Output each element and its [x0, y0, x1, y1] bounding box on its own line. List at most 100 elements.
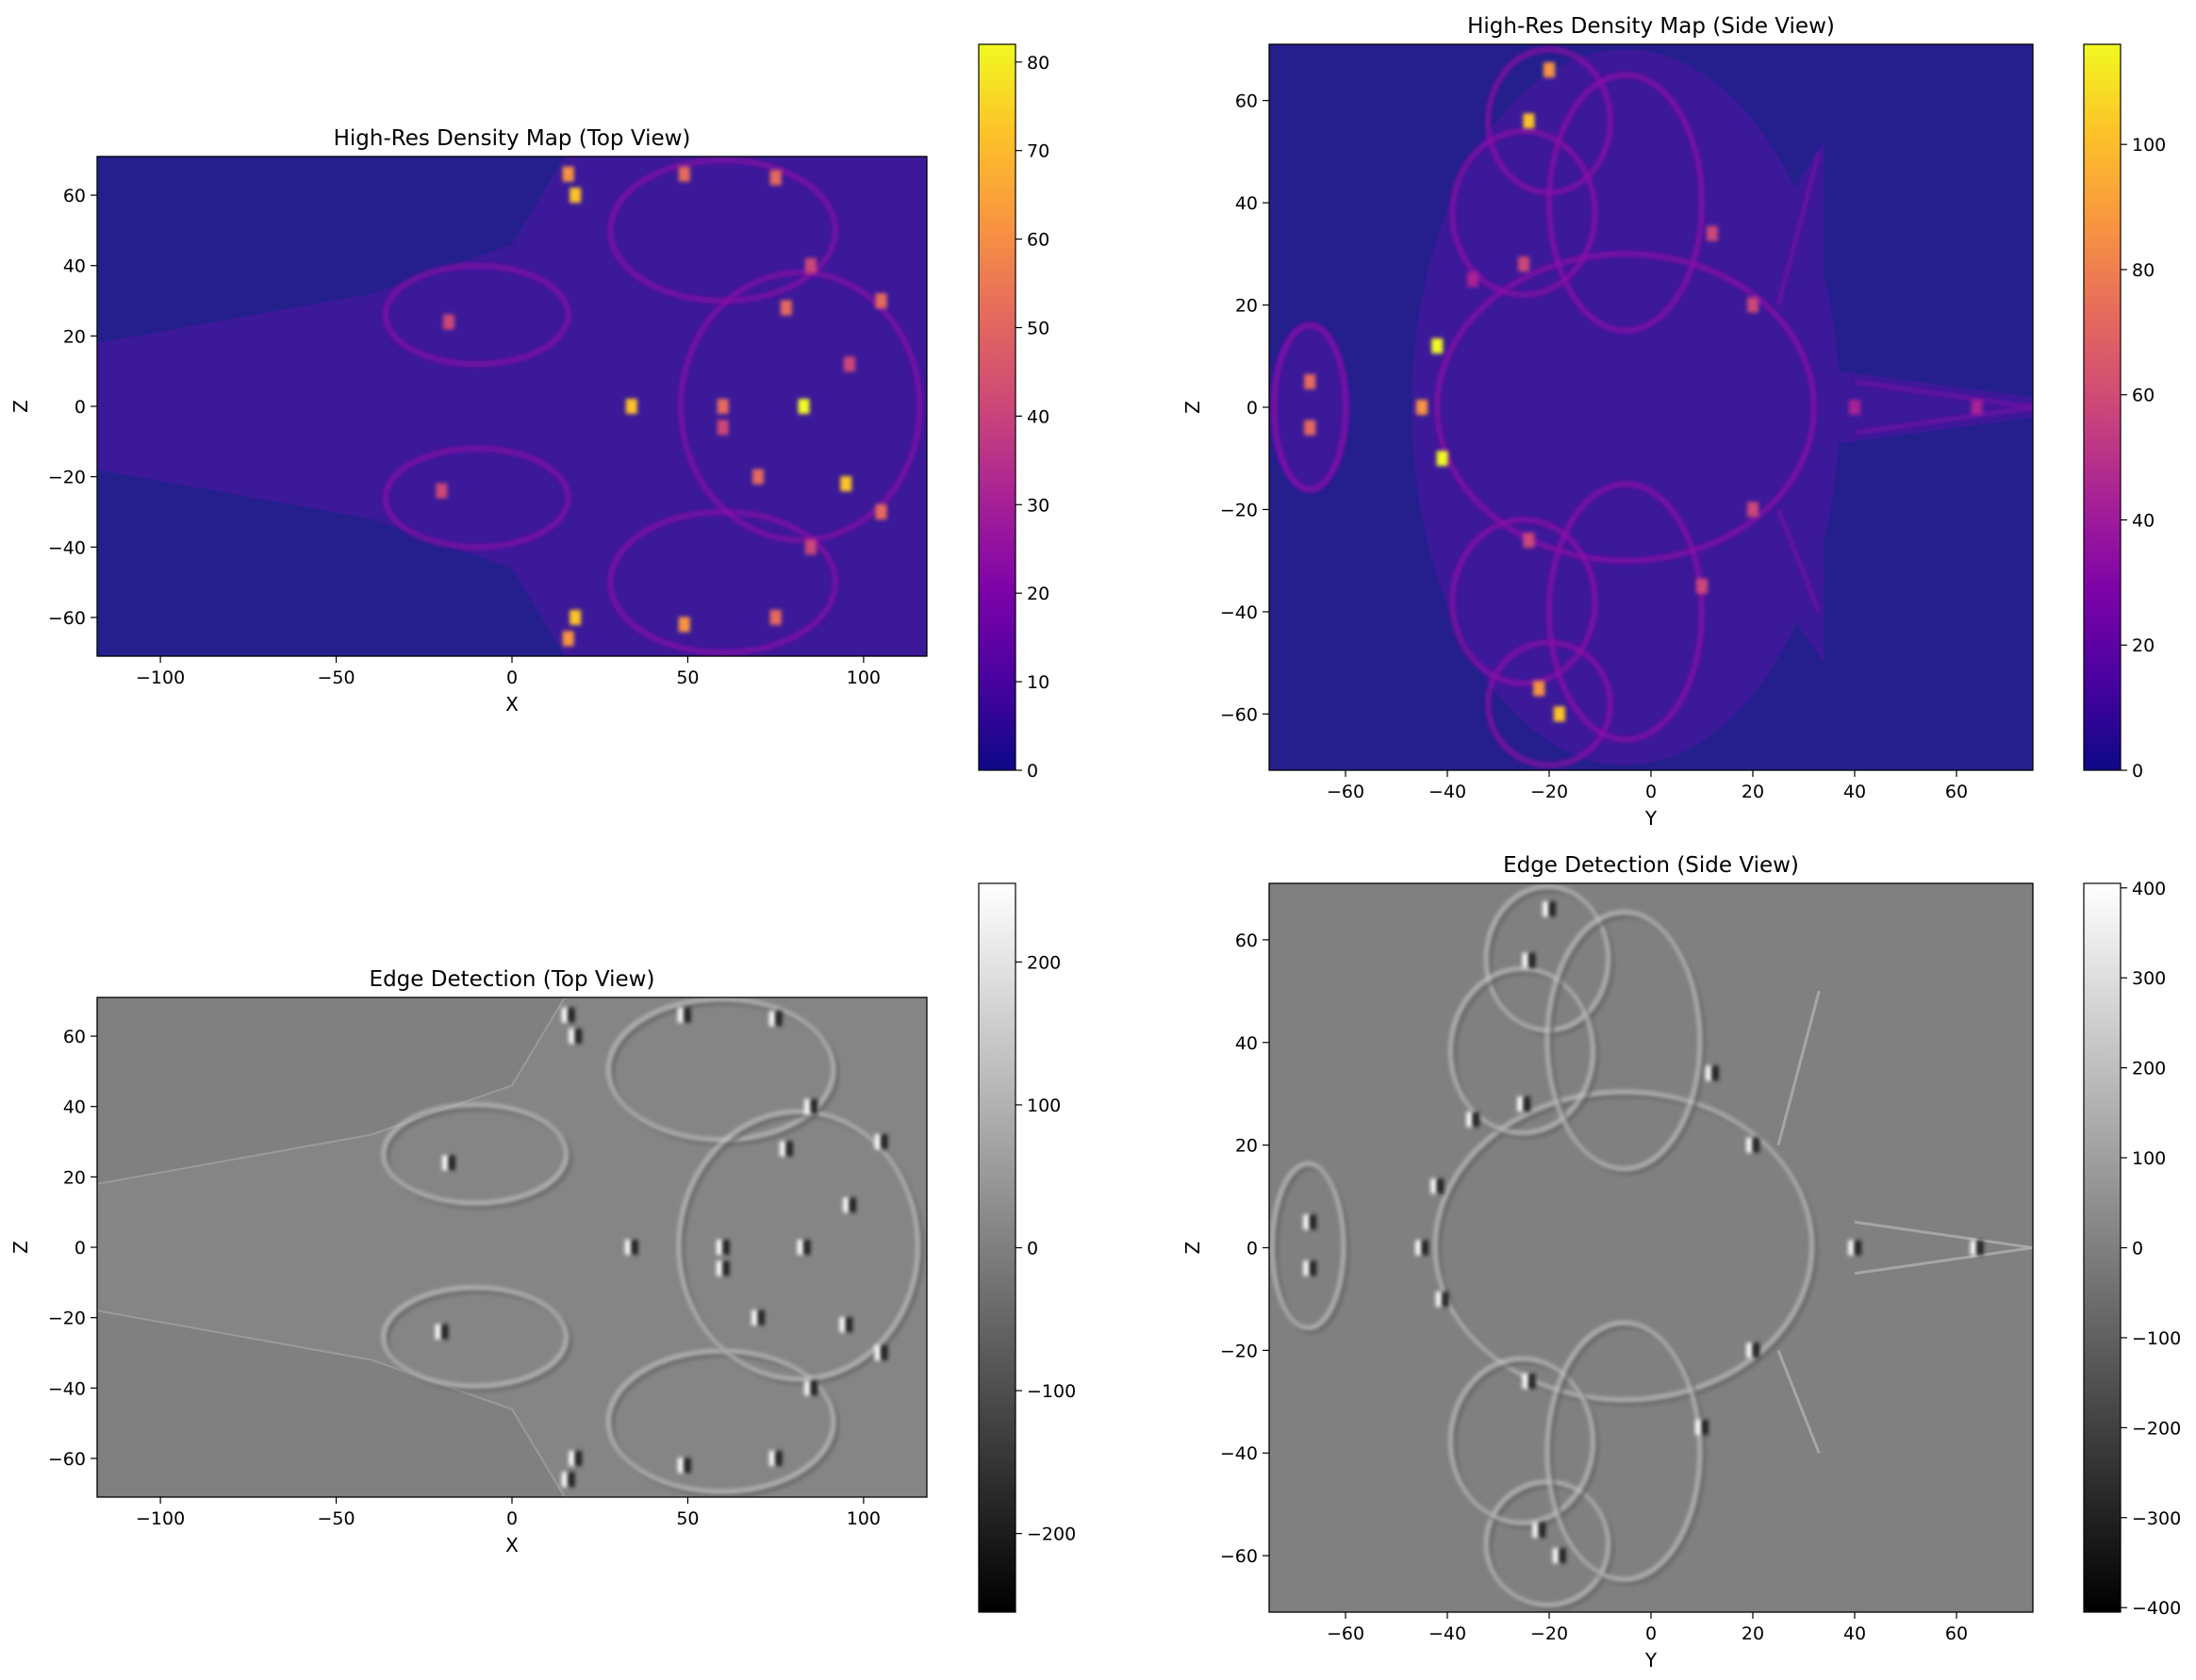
- chart-title: Edge Detection (Top View): [370, 967, 655, 992]
- edge-hotspot-light: [839, 1317, 847, 1333]
- edge-hotspot-light: [803, 1098, 811, 1114]
- x-tick-label: 0: [1645, 1623, 1657, 1644]
- x-tick-label: 60: [1945, 782, 1968, 802]
- edge-hotspot-light: [1430, 1178, 1438, 1194]
- edge-contour-light: [1484, 1479, 1610, 1607]
- edge-hotspot-light: [874, 1134, 882, 1150]
- colorbar-tick-label: 0: [2132, 761, 2143, 782]
- density-hotspot: [1304, 373, 1316, 389]
- density-hotspot: [1523, 532, 1535, 548]
- chart-title: High-Res Density Map (Side View): [1467, 14, 1835, 39]
- density-hotspot: [840, 476, 852, 492]
- edge-hotspot-dark: [1473, 1112, 1479, 1128]
- y-tick-label: −40: [1220, 1443, 1258, 1464]
- edge-hotspot-light: [1552, 1548, 1560, 1564]
- x-tick-label: −100: [136, 667, 185, 688]
- x-tick-label: −100: [136, 1508, 185, 1529]
- y-tick-label: 20: [63, 1167, 86, 1188]
- edge-contour-dark: [610, 1000, 840, 1146]
- x-axis-label: X: [505, 693, 519, 716]
- colorbar: [979, 883, 1015, 1612]
- edge-hotspot-light: [1695, 1420, 1702, 1436]
- edge-hotspot-dark: [1559, 1548, 1566, 1564]
- density-streak: [1775, 508, 1822, 613]
- density-ring: [1271, 322, 1348, 492]
- edge-contour-dark: [1452, 970, 1599, 1139]
- edge-body: [97, 997, 927, 1497]
- edge-hotspot-dark: [810, 1380, 817, 1396]
- edge-hotspot-dark: [1524, 1096, 1530, 1112]
- edge-hotspot-light: [797, 1240, 804, 1255]
- x-tick-label: 50: [676, 667, 699, 688]
- x-tick-label: −20: [1530, 782, 1568, 802]
- edge-streak: [1776, 1349, 1821, 1454]
- y-tick-label: 60: [63, 186, 86, 206]
- edge-contour-light: [381, 1285, 569, 1389]
- colorbar-tick-label: 200: [1027, 952, 1061, 973]
- y-tick-label: −20: [1220, 1341, 1258, 1361]
- colorbar-tick-label: −100: [2132, 1328, 2181, 1349]
- edge-contour-light: [606, 997, 836, 1143]
- colorbar-tick-label: 100: [2132, 135, 2166, 156]
- y-tick-label: 0: [74, 397, 86, 418]
- edge-hotspot-light: [1970, 1240, 1977, 1256]
- edge-hotspot-dark: [1549, 901, 1556, 917]
- density-hotspot: [717, 399, 729, 414]
- edge-hotspot-dark: [441, 1324, 449, 1340]
- edge-hotspot-dark: [1855, 1240, 1861, 1256]
- edge-contour-light: [1433, 1090, 1814, 1402]
- y-tick-label: −60: [1220, 704, 1258, 725]
- density-hotspot: [1553, 706, 1565, 722]
- y-axis-label: Z: [1181, 401, 1204, 414]
- density-lobe: [677, 270, 923, 543]
- edge-contour-light: [1545, 910, 1702, 1171]
- edge-hotspot-dark: [1442, 1291, 1449, 1307]
- edge-hotspot-light: [1705, 1065, 1712, 1081]
- colorbar-tick-label: 0: [1027, 1239, 1038, 1260]
- heatmap-background: [1269, 883, 2033, 1612]
- y-tick-label: 40: [1235, 193, 1258, 214]
- colorbar-tick-label: 200: [2132, 1059, 2166, 1079]
- density-hotspot: [1416, 400, 1428, 415]
- y-tick-label: 0: [1247, 398, 1258, 419]
- edge-hotspot-dark: [1528, 952, 1536, 968]
- edge-contour-dark: [680, 1113, 924, 1385]
- density-streak: [1775, 151, 1822, 306]
- edge-hotspot-dark: [722, 1240, 730, 1255]
- density-tail: [1804, 366, 2033, 449]
- density-hotspot: [875, 503, 887, 519]
- colorbar-tick-label: −200: [2132, 1418, 2181, 1439]
- x-tick-label: −60: [1327, 1623, 1364, 1644]
- edge-contour-light: [1270, 1161, 1346, 1330]
- density-hotspot: [804, 539, 817, 555]
- edge-streak: [1854, 1220, 2033, 1249]
- edge-hotspot-dark: [575, 1029, 583, 1045]
- density-lobe: [382, 262, 571, 368]
- edge-contour-dark: [385, 1106, 572, 1210]
- density-fin: [1753, 141, 1824, 664]
- plot-area: [97, 997, 927, 1497]
- edge-hotspot-light: [1303, 1214, 1311, 1230]
- density-ring: [1546, 72, 1705, 334]
- edge-hotspot-dark: [810, 1098, 817, 1114]
- edge-hotspot-light: [1522, 952, 1529, 968]
- edge-hotspot-light: [624, 1240, 632, 1255]
- edge-hotspot-light: [569, 1029, 576, 1045]
- x-tick-label: −60: [1327, 782, 1364, 802]
- density-lobe: [382, 445, 571, 551]
- density-hotspot: [570, 188, 582, 204]
- x-tick-label: −50: [318, 1508, 355, 1529]
- colorbar-tick-label: 40: [2132, 510, 2155, 531]
- y-tick-label: −40: [48, 1378, 86, 1399]
- density-hotspot: [875, 293, 887, 309]
- y-tick-label: 40: [63, 1097, 86, 1118]
- density-hotspot: [1971, 400, 1983, 415]
- edge-hotspot-light: [768, 1011, 776, 1027]
- edge-hotspot-light: [842, 1197, 850, 1213]
- x-tick-label: −20: [1530, 1623, 1568, 1644]
- edge-hotspot-dark: [1310, 1260, 1317, 1276]
- edge-hotspot-dark: [1528, 1374, 1536, 1390]
- edge-hotspot-light: [435, 1324, 442, 1340]
